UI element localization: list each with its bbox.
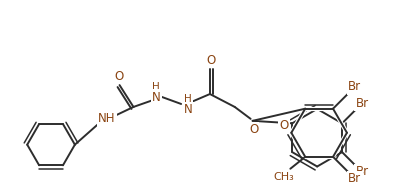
Text: Br: Br bbox=[348, 80, 362, 93]
Text: N: N bbox=[184, 103, 192, 116]
Text: O: O bbox=[206, 54, 215, 67]
Text: Br: Br bbox=[348, 172, 362, 185]
Text: NH: NH bbox=[98, 112, 115, 125]
Text: O: O bbox=[114, 70, 123, 83]
Text: O: O bbox=[249, 123, 258, 136]
Text: N: N bbox=[152, 91, 161, 103]
Text: O: O bbox=[280, 119, 289, 132]
Text: H: H bbox=[152, 82, 160, 92]
Text: Br: Br bbox=[355, 97, 369, 110]
Text: H: H bbox=[184, 94, 192, 104]
Text: CH₃: CH₃ bbox=[273, 172, 294, 182]
Text: Br: Br bbox=[355, 165, 369, 179]
